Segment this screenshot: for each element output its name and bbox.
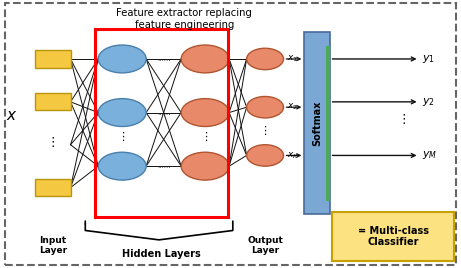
Text: $y_1$: $y_1$ [422,53,435,65]
Text: ......: ...... [157,163,171,169]
Bar [97,32,148,214]
FancyBboxPatch shape [5,3,456,265]
Circle shape [181,99,229,126]
Text: Output
Layer: Output Layer [247,236,283,255]
FancyBboxPatch shape [35,93,71,110]
Circle shape [247,48,284,70]
Text: ⋮: ⋮ [47,136,59,148]
Text: ⋮: ⋮ [200,132,211,142]
Bar [95,29,228,217]
Circle shape [181,45,229,73]
Text: ⋮: ⋮ [260,126,271,136]
Text: $x$: $x$ [6,108,18,123]
FancyBboxPatch shape [332,212,454,261]
Text: $x_K$: $x_K$ [287,150,299,161]
Circle shape [181,152,229,180]
Text: ⋮: ⋮ [117,132,128,142]
Text: Feature extractor replacing
feature engineering: Feature extractor replacing feature engi… [117,8,252,30]
Text: ⋮: ⋮ [397,113,410,126]
Circle shape [247,96,284,118]
Text: ......: ...... [157,56,171,62]
Circle shape [98,99,146,126]
FancyBboxPatch shape [35,179,71,196]
Bar [177,32,228,214]
Text: $y_2$: $y_2$ [422,96,435,108]
Text: $x_2$: $x_2$ [287,102,298,113]
Circle shape [98,45,146,73]
Text: ......: ...... [157,110,171,116]
Circle shape [98,152,146,180]
Text: $x_1$: $x_1$ [287,54,298,64]
Text: = Multi-class
Classifier: = Multi-class Classifier [357,226,429,247]
Bar [326,46,330,201]
FancyBboxPatch shape [304,32,330,214]
Text: Input
Layer: Input Layer [39,236,67,255]
Circle shape [247,145,284,166]
FancyBboxPatch shape [35,50,71,68]
Bar [31,32,75,214]
Text: Softmax: Softmax [312,100,322,146]
Text: Hidden Layers: Hidden Layers [122,249,201,259]
Text: $y_M$: $y_M$ [422,150,437,161]
